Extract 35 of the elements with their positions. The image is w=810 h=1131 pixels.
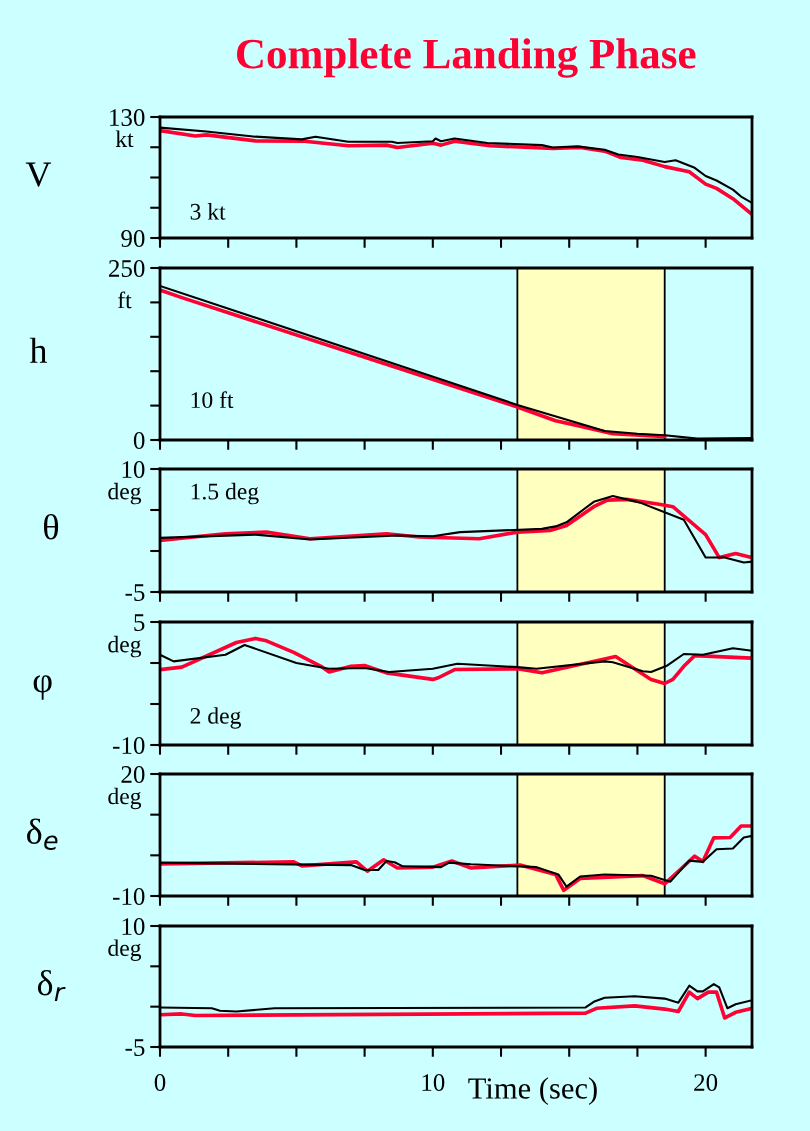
annotation: 3 kt [190, 203, 226, 220]
x-tick-label: 20 [694, 1074, 718, 1091]
y-tick-label: 10 [122, 918, 145, 935]
line-series [160, 288, 667, 439]
y-tick-label: 250 [109, 260, 145, 277]
y-tick-label: 10 [122, 461, 145, 478]
text: deg [108, 635, 142, 658]
text: kt [115, 130, 134, 148]
annotation: 2 deg [190, 707, 241, 729]
chart-title: Complete Landing Phase [237, 38, 696, 78]
y-tick-label: -5 [125, 584, 145, 601]
x-tick-label: 0 [154, 1074, 166, 1091]
y-axis-title: h [29, 337, 48, 363]
x-tick-label: 10 [422, 1074, 445, 1091]
y-tick-label: 5 [134, 614, 145, 631]
y-tick-label: -5 [125, 1039, 145, 1056]
annotation: 10 ft [191, 391, 234, 409]
text: deg [108, 482, 142, 505]
y-tick-label: -10 [113, 888, 145, 905]
y-axis-title: θ [44, 513, 59, 540]
y-tick-label: 130 [110, 109, 145, 126]
annotation: 1.5 deg [191, 482, 259, 505]
y-axis-title: φ [33, 675, 52, 700]
y-tick-label: 0 [133, 432, 145, 449]
line-series [160, 990, 752, 1020]
y-axis-title: δ$_{r}$ [37, 969, 66, 1002]
text: ft [118, 291, 132, 309]
text: deg [108, 939, 142, 961]
text: deg [108, 787, 142, 810]
y-axis-title: δ$_{e}$ [27, 818, 58, 850]
y-axis-title: V [25, 162, 52, 187]
y-tick-label: 90 [121, 230, 145, 247]
x-axis-title: Time (sec) [468, 1077, 597, 1105]
y-tick-label: -10 [113, 737, 145, 754]
y-tick-label: 20 [121, 766, 145, 783]
